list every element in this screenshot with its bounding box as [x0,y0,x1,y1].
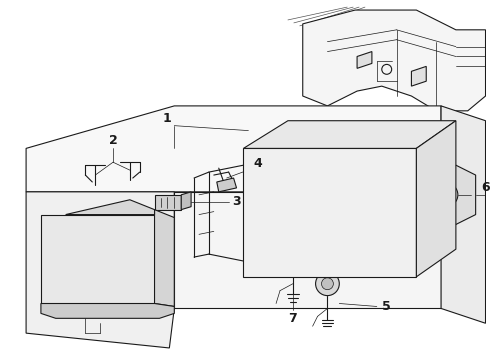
Polygon shape [26,192,174,348]
Text: 5: 5 [382,300,391,313]
Polygon shape [154,210,174,306]
Polygon shape [416,165,476,225]
Polygon shape [154,195,181,210]
Polygon shape [66,200,154,215]
Circle shape [349,167,405,222]
Polygon shape [357,51,372,68]
Circle shape [369,187,385,203]
Text: 3: 3 [232,195,241,208]
Text: 4: 4 [254,157,263,170]
Polygon shape [303,10,486,111]
Circle shape [321,278,333,290]
Polygon shape [181,192,191,210]
Polygon shape [412,66,426,86]
Circle shape [285,259,301,275]
Polygon shape [244,121,456,148]
Polygon shape [416,121,456,277]
Polygon shape [441,106,486,323]
Text: 7: 7 [289,312,297,325]
Text: 6: 6 [481,181,490,194]
Polygon shape [26,106,441,192]
Polygon shape [41,215,154,303]
Circle shape [316,272,339,296]
Polygon shape [217,178,237,192]
Text: 2: 2 [109,134,118,147]
Polygon shape [41,303,174,318]
Polygon shape [244,148,416,277]
Text: 1: 1 [163,112,172,125]
Circle shape [359,177,394,213]
Polygon shape [174,192,441,309]
